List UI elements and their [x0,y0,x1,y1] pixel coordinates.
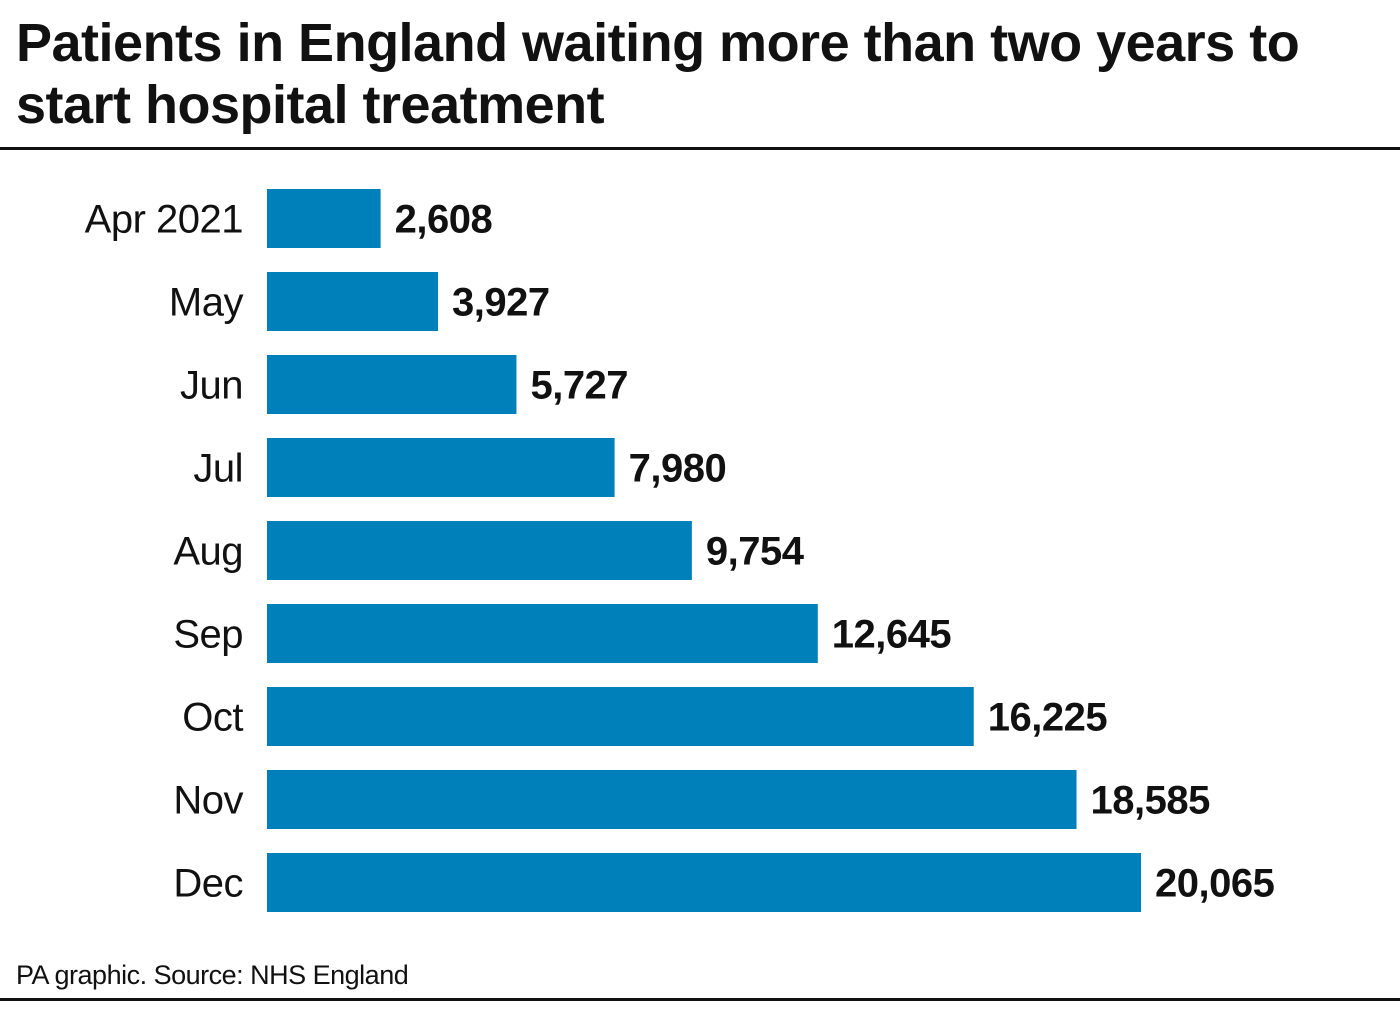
source-credit: PA graphic. Source: NHS England [16,960,409,990]
category-label-3: Jul [193,447,243,491]
bar-chart: Apr 2021 2,608 May 3,927 Jun 5,727 Jul 7,980 Aug… [85,189,1275,912]
bar-0 [267,189,381,248]
bar-8 [267,853,1141,912]
category-label-1: May [169,281,244,325]
category-label-7: Nov [173,779,243,823]
category-label-4: Aug [173,530,243,574]
value-label-5: 12,645 [832,613,952,657]
bars-group: Apr 2021 2,608 May 3,927 Jun 5,727 Jul 7,980 Aug… [85,189,1275,912]
category-label-5: Sep [173,613,243,657]
bar-5 [267,604,818,663]
value-label-2: 5,727 [530,364,628,408]
bar-2 [267,355,517,414]
category-label-8: Dec [173,862,243,906]
category-label-0: Apr 2021 [85,198,243,242]
bar-7 [267,770,1077,829]
bar-1 [267,272,439,331]
value-label-4: 9,754 [706,530,805,574]
value-label-8: 20,065 [1155,862,1275,906]
category-label-6: Oct [182,696,243,740]
value-label-6: 16,225 [988,696,1108,740]
value-label-7: 18,585 [1091,779,1211,823]
title-divider [0,147,1400,150]
bar-3 [267,438,615,497]
bar-4 [267,521,692,580]
bar-6 [267,687,974,746]
bottom-divider [0,998,1400,1001]
value-label-0: 2,608 [395,198,493,242]
value-label-3: 7,980 [629,447,727,491]
chart-title: Patients in England waiting more than tw… [16,13,1300,135]
value-label-1: 3,927 [452,281,550,325]
category-label-2: Jun [180,364,243,408]
